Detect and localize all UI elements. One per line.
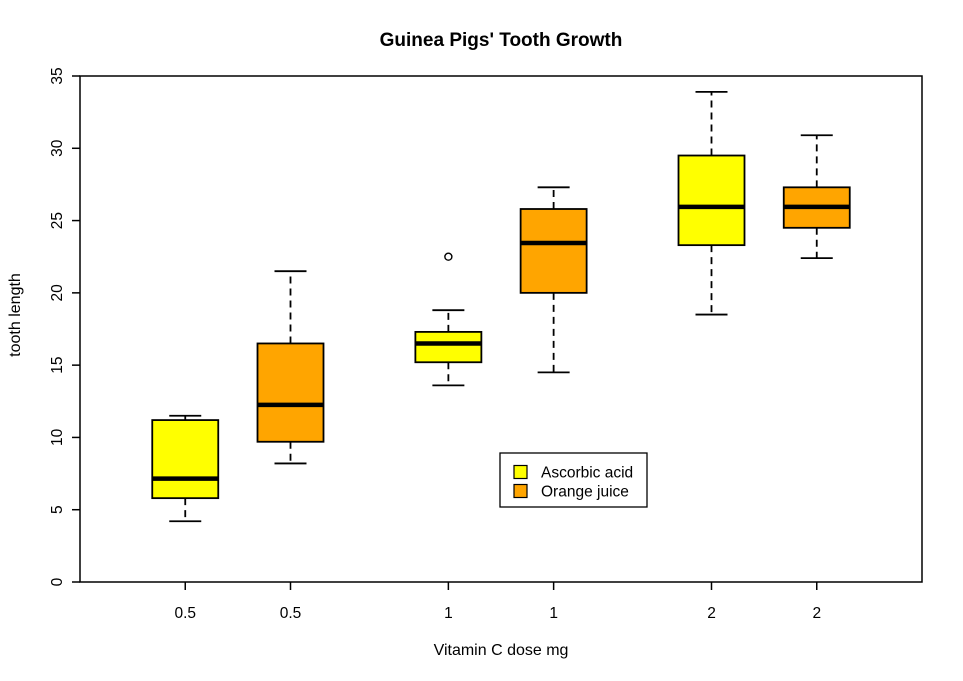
- x-tick-label: 2: [707, 605, 716, 622]
- legend-swatch-1: [513, 464, 528, 480]
- legend-label-1: Ascorbic acid: [541, 465, 633, 482]
- x-tick-label: 0.5: [280, 605, 302, 622]
- x-tick-label: 1: [444, 605, 453, 622]
- x-tick-label: 0.5: [174, 605, 196, 622]
- box-ascorbic-acid-1-outlier: [444, 252, 453, 261]
- box-ascorbic-acid-0.5-iqr: [151, 419, 220, 500]
- y-tick-label: 0: [49, 577, 66, 586]
- x-tick-label: 1: [549, 605, 558, 622]
- y-tick-label: 35: [49, 67, 66, 84]
- y-tick-label: 25: [49, 212, 66, 229]
- legend-swatch-2: [513, 483, 528, 499]
- legend-label-2: Orange juice: [541, 484, 629, 501]
- y-tick-label: 30: [49, 139, 66, 157]
- chart-title: Guinea Pigs' Tooth Growth: [379, 30, 623, 51]
- x-axis-title: Vitamin C dose mg: [433, 642, 569, 659]
- box-orange-juice-0.5-iqr: [256, 342, 325, 443]
- x-tick-label: 2: [812, 605, 821, 622]
- plot-frame: [79, 75, 923, 583]
- y-tick-label: 20: [49, 284, 66, 302]
- y-tick-label: 5: [49, 505, 66, 514]
- y-tick-label: 15: [49, 357, 66, 374]
- box-orange-juice-1-iqr: [519, 208, 588, 294]
- y-tick-label: 10: [49, 428, 66, 446]
- box-ascorbic-acid-2-iqr: [677, 154, 746, 247]
- box-ascorbic-acid-1-iqr: [414, 330, 483, 364]
- y-axis-title: tooth length: [7, 273, 24, 357]
